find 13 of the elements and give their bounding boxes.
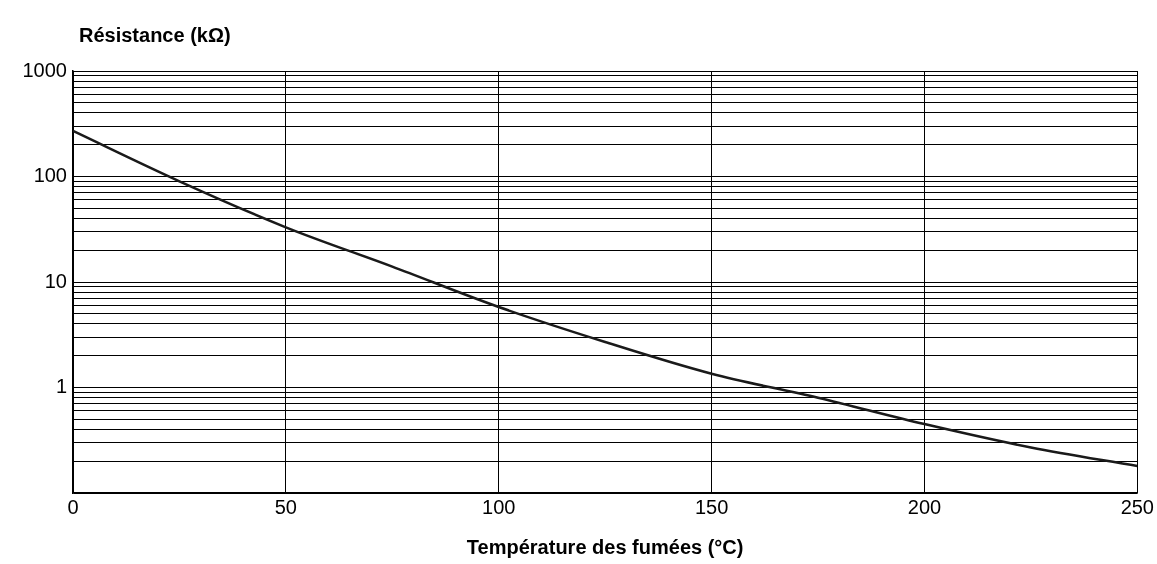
y-tick-label: 1 [55, 375, 67, 398]
x-tick-label: 250 [1120, 495, 1154, 518]
x-tick-label: 200 [907, 495, 942, 518]
line-series [73, 129, 1138, 468]
x-tick-label: 0 [67, 495, 79, 518]
y-tick-label: 100 [33, 164, 67, 187]
x-tick-label: 100 [482, 495, 516, 518]
y-tick-label: 1000 [22, 58, 67, 81]
y-axis-title: Résistance (kΩ) [79, 23, 231, 46]
x-axis-title: Température des fumées (°C) [466, 535, 744, 558]
x-tick-label: 50 [274, 495, 297, 518]
y-tick-label: 10 [44, 269, 67, 292]
x-tick-label: 150 [694, 495, 729, 518]
